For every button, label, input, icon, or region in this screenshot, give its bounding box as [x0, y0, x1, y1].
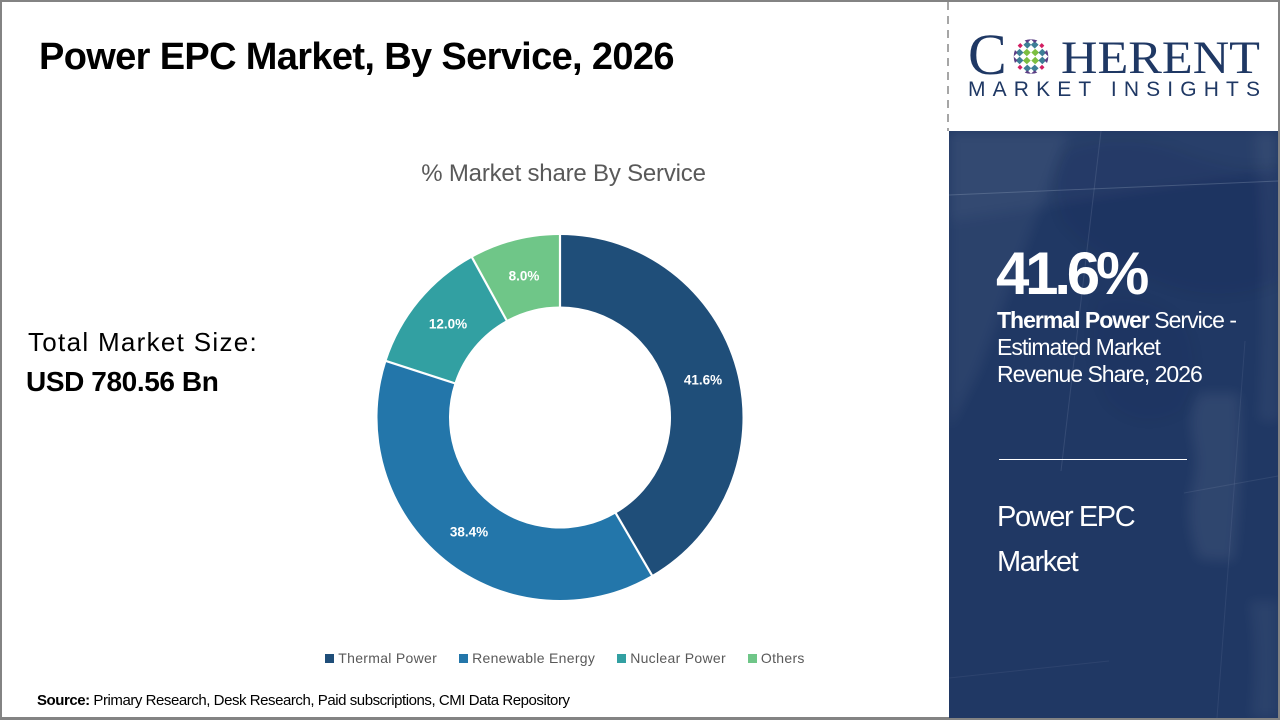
svg-text:MARKET INSIGHTS: MARKET INSIGHTS — [968, 78, 1260, 101]
svg-text:C: C — [968, 22, 1007, 87]
svg-text:HERENT: HERENT — [1061, 33, 1260, 84]
